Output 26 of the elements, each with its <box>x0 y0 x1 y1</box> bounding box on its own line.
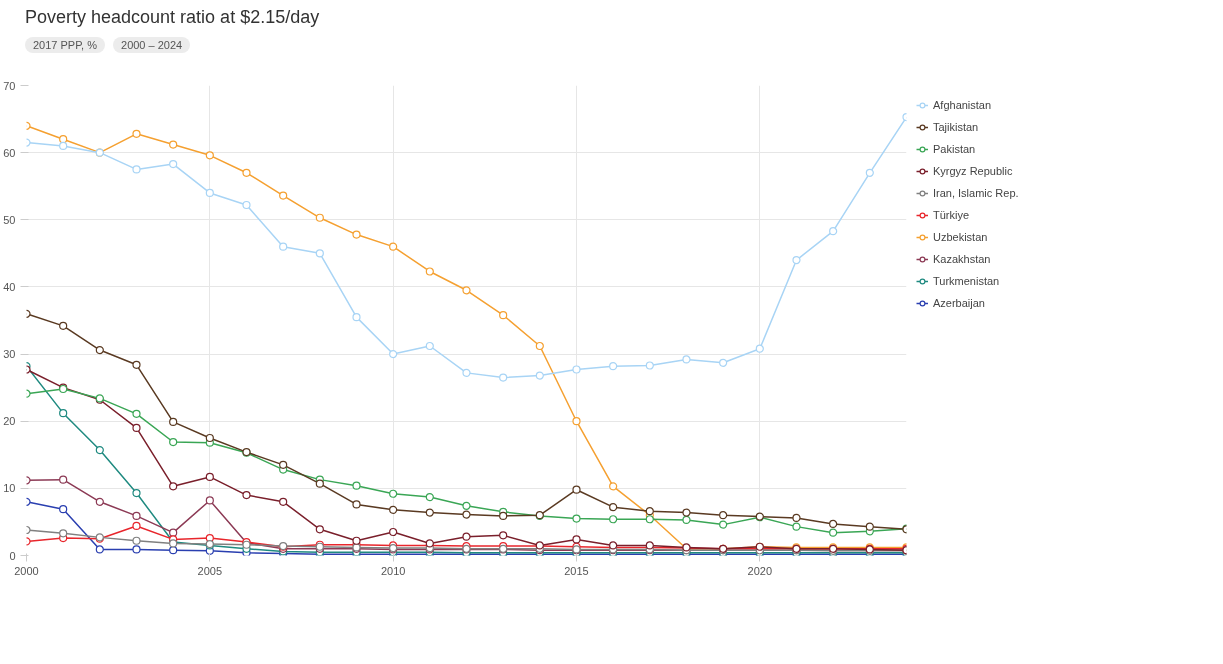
x-tick-label: 2005 <box>197 564 223 577</box>
text: 2000 – 2024 <box>121 38 183 51</box>
chart-title: Poverty headcount ratio at $2.15/day <box>25 6 320 29</box>
y-tick-label: 20 <box>3 415 16 428</box>
x-tick-label: 2015 <box>564 564 589 577</box>
legend-label: Azerbaijan <box>933 297 985 309</box>
x-tick-label: 2000 <box>14 564 39 577</box>
legend-label: Pakistan <box>933 143 976 155</box>
y-tick-label: 60 <box>3 146 16 159</box>
y-tick-label: 70 <box>3 79 16 92</box>
legend-label: Türkiye <box>933 209 970 221</box>
y-tick-label: 0 <box>9 549 16 562</box>
y-tick-label: 40 <box>3 280 16 293</box>
legend-label: Afghanistan <box>933 99 992 111</box>
y-tick-label: 30 <box>3 348 16 361</box>
legend-label: Turkmenistan <box>933 275 1000 287</box>
legend-label: Kazakhstan <box>933 253 991 265</box>
legend-label: Uzbekistan <box>933 231 988 243</box>
legend-label: Tajikistan <box>933 121 979 133</box>
legend-label: Kyrgyz Republic <box>933 165 1013 177</box>
x-tick-label: 2020 <box>747 564 773 577</box>
text: 2017 PPP, % <box>33 38 98 51</box>
y-tick-label: 50 <box>3 213 16 226</box>
x-tick-label: 2010 <box>380 564 406 577</box>
y-tick-label: 10 <box>3 482 16 495</box>
legend-label: Iran, Islamic Rep. <box>933 187 1019 199</box>
